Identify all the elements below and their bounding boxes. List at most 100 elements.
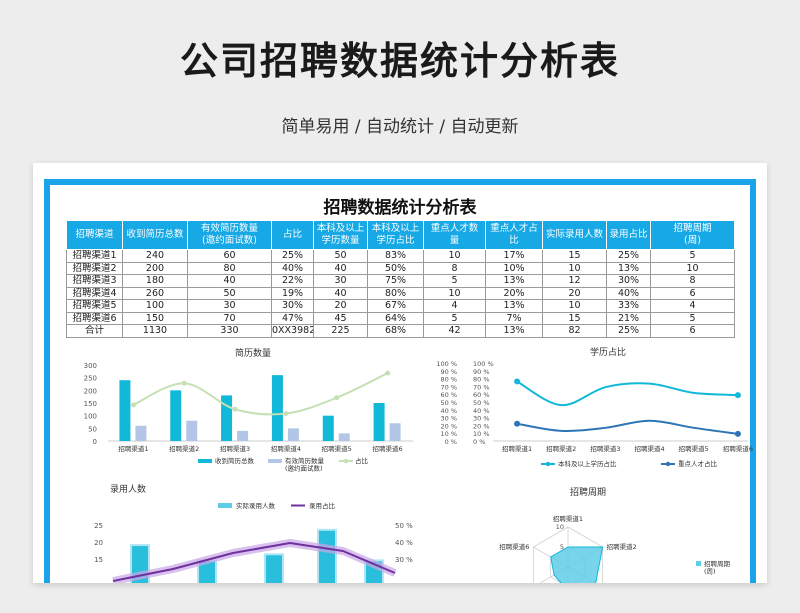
sheet-title: 招聘数据统计分析表	[323, 198, 477, 218]
ratio-curve	[132, 372, 389, 416]
table-cell: 240	[122, 249, 188, 263]
table-cell: 10	[650, 261, 735, 275]
x-tick-label: 招聘渠道4	[271, 444, 301, 453]
resume-count-svg: 简历数量 0 50 100 150 200 250 300 招聘渠道1 招聘渠道2 招聘渠道3 招聘渠…	[84, 347, 413, 473]
bar-received	[170, 390, 182, 441]
table-cell: 40%	[606, 286, 651, 300]
column-header: 本科及以上 学历数量	[313, 220, 368, 250]
table-cell: 25%	[606, 249, 651, 263]
legend-swatch-valid	[268, 459, 282, 463]
table-cell: 83%	[367, 249, 424, 263]
bar-valid	[237, 430, 249, 441]
bar-hired	[264, 553, 284, 583]
y-tick-label: 50	[88, 425, 97, 433]
table-cell: 15	[542, 311, 607, 325]
table-cell: 5	[423, 311, 486, 325]
table-cell: 招聘渠道3	[66, 274, 123, 288]
table-cell: 40%	[271, 261, 314, 275]
x-tick-label: 招聘渠道1	[502, 444, 532, 453]
bar-valid	[287, 428, 299, 441]
table-cell: 15	[542, 249, 607, 263]
line-endpoint	[514, 420, 521, 427]
bar-received	[322, 415, 334, 441]
table-cell: 20%	[485, 286, 543, 300]
table-cell: 5	[423, 274, 486, 288]
y-tick-label: 40 %	[440, 407, 457, 415]
ratio-point	[385, 370, 391, 376]
table-header-row: 招聘渠道 收到简历总数 有效简历数量 (邀约面试数) 占比 本科及以上 学历数量 本科及以上学…	[66, 220, 735, 250]
table-cell: 70	[187, 311, 272, 325]
radar-tick-label: 10	[556, 523, 564, 531]
table-cell: 30%	[606, 274, 651, 288]
table-cell: 7%	[485, 311, 543, 325]
y2-tick-label: 50 %	[395, 522, 413, 530]
table-cell: 25%	[271, 249, 314, 263]
y-tick-label: 70 %	[440, 383, 457, 391]
table-cell: 招聘渠道1	[66, 249, 123, 263]
table-cell: 42	[423, 324, 486, 338]
table-cell: 50	[313, 249, 368, 263]
column-header: 实际录用人数	[542, 220, 607, 250]
x-tick-label: 招聘渠道6	[373, 444, 403, 453]
table-cell: 5	[650, 311, 735, 325]
table-cell: 40	[313, 261, 368, 275]
table-cell: 20	[313, 299, 368, 313]
table-cell: 50	[187, 286, 272, 300]
x-tick-label: 招聘渠道6	[723, 444, 753, 453]
table-row: 招聘渠道1 240 60 25% 50 83% 10 17% 15 25% 5	[66, 249, 735, 263]
y2-tick-label: 40 %	[473, 407, 490, 415]
column-header: 录用占比	[606, 220, 651, 250]
chart-title: 招聘周期	[570, 486, 606, 498]
table-cell: 13%	[485, 324, 543, 338]
y-tick-label: 25	[94, 522, 103, 530]
table-cell: 4	[650, 299, 735, 313]
y-tick-label: 200	[84, 387, 97, 395]
table-cell: 招聘渠道2	[66, 261, 123, 275]
table-cell: 17%	[485, 249, 543, 263]
table-cell: 64%	[367, 311, 424, 325]
legend-label: 录用占比	[309, 501, 336, 510]
y2-tick-label: 90 %	[473, 368, 490, 376]
table-body: 招聘渠道1 240 60 25% 50 83% 10 17% 15 25% 5 招聘渠道2 200 80 4…	[66, 249, 735, 338]
x-tick-label: 招聘渠道3	[590, 444, 620, 453]
radar-category-label: 招聘渠道1	[553, 514, 583, 523]
chart-title: 学历占比	[590, 346, 626, 358]
column-header: 有效简历数量 (邀约面试数)	[187, 220, 272, 250]
x-tick-label: 招聘渠道3	[220, 444, 250, 453]
table-cell: 47%	[271, 311, 314, 325]
y-tick-label: 15	[94, 556, 103, 564]
table-cell: 50%	[367, 261, 424, 275]
chart-resume-count: 简历数量 0 50 100 150 200 250 300 招聘渠道1 招聘渠道2 招聘渠道3 招聘渠…	[53, 343, 423, 473]
page-title: 公司招聘数据统计分析表	[179, 39, 620, 83]
chart-recruit-cycle: 招聘周期 5 10 招聘渠道1 招聘渠道2 招聘渠道6 招聘周期(周)	[413, 481, 753, 583]
table-cell: 200	[122, 261, 188, 275]
table-cell: 82	[542, 324, 607, 338]
bar-received	[271, 375, 283, 441]
table-cell: 20	[542, 286, 607, 300]
table-cell: 10	[542, 261, 607, 275]
column-header: 招聘周期 (周)	[650, 220, 735, 250]
y2-tick-label: 100 %	[473, 360, 494, 368]
y-tick-label: 100	[84, 413, 97, 421]
bar-valid	[389, 423, 401, 441]
line-key-talent-ratio	[516, 419, 739, 435]
y2-tick-label: 70 %	[473, 383, 490, 391]
chart-education-ratio: 学历占比 0 % 0 % 10 % 10 % 20 % 20 % 30 % 30 % 40 % 40…	[413, 343, 753, 473]
chart-title: 简历数量	[235, 347, 271, 359]
legend-label: 收到简历总数	[215, 456, 255, 465]
table-cell: 4	[423, 299, 486, 313]
table-cell: 0XX39823	[271, 324, 314, 338]
table-cell: 75%	[367, 274, 424, 288]
line-endpoint	[734, 392, 741, 399]
legend-label: 本科及以上学历占比	[558, 459, 617, 468]
radar-area	[550, 546, 604, 583]
legend-marker-bachelor	[545, 461, 551, 467]
y2-tick-label: 50 %	[473, 399, 490, 407]
hire-ratio-line	[112, 542, 396, 582]
table-cell: 80%	[367, 286, 424, 300]
y-tick-label: 0	[93, 438, 97, 446]
column-header: 占比	[271, 220, 314, 250]
bar-valid	[186, 420, 198, 441]
